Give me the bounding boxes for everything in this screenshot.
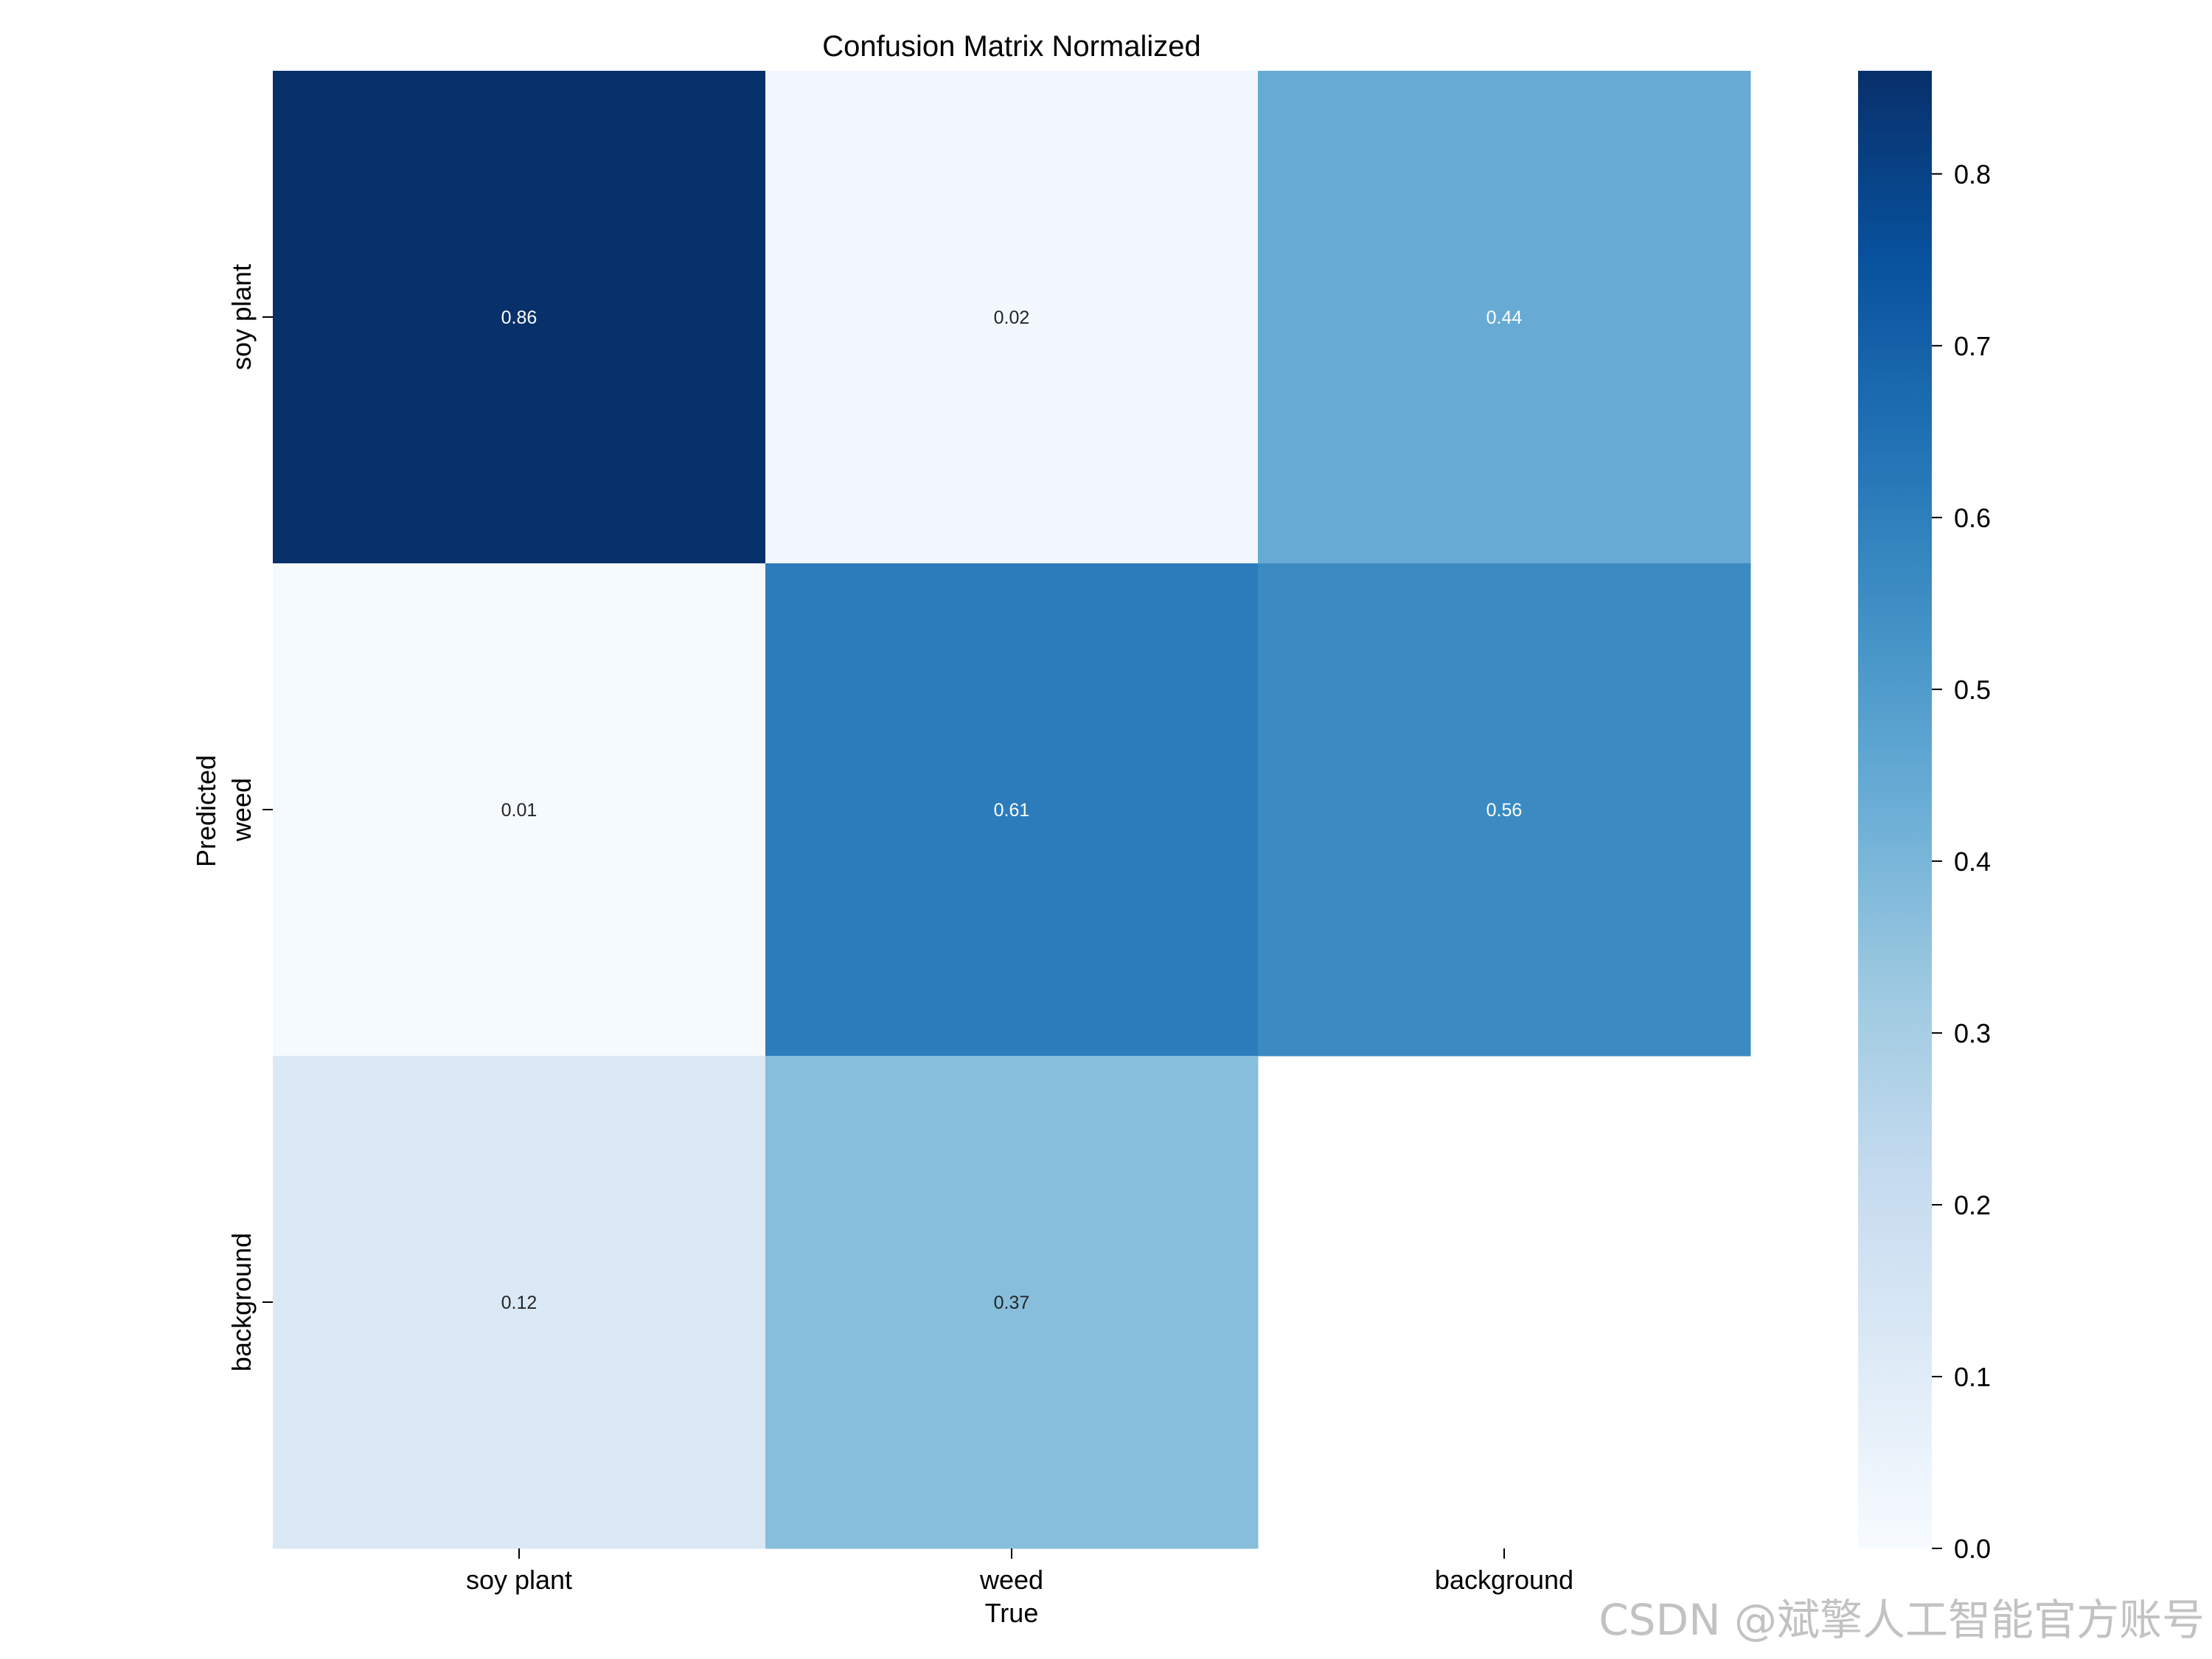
heatmap-cell-r0-c0 [273,71,766,564]
heatmap-cell-r1-c2 [1258,563,1751,1057]
heatmap-cell-r2-c1 [765,1056,1259,1549]
cell-value-label: 0.56 [1486,800,1523,821]
colorbar-tick-label: 0.6 [1954,503,1991,533]
heatmap-cell-r1-c0 [273,563,766,1057]
colorbar-tick-label: 0.7 [1954,331,1991,361]
heatmap-cell-r0-c2 [1258,71,1751,564]
colorbar-tick-label: 0.3 [1954,1018,1991,1048]
colorbar-tick-label: 0.5 [1954,675,1991,705]
watermark: CSDN @斌擎人工智能官方账号 [1599,1595,2205,1645]
cell-value-label: 0.37 [994,1293,1030,1313]
chart-title: Confusion Matrix Normalized [822,30,1201,63]
colorbar-tick-label: 0.2 [1954,1190,1991,1220]
cell-value-label: 0.01 [501,800,538,821]
cell-value-label: 0.12 [501,1293,538,1313]
colorbar-tick-label: 0.0 [1954,1534,1991,1564]
x-tick-label: soy plant [466,1565,572,1595]
heatmap-value-labels: 0.86 0.02 0.44 0.01 0.61 0.56 0.12 0.37 [501,307,1523,1313]
heatmap-cell-r2-c0 [273,1056,766,1549]
x-tick-label: weed [979,1565,1043,1595]
colorbar-tick-label: 0.1 [1954,1362,1991,1392]
colorbar: 0.0 0.1 0.2 0.3 0.4 0.5 0.6 0.7 0.8 [1858,71,1991,1564]
cell-value-label: 0.44 [1486,307,1523,328]
colorbar-tick-label: 0.4 [1954,846,1991,877]
y-tick-label: soy plant [226,264,257,370]
cell-value-label: 0.86 [501,307,538,328]
cell-value-label: 0.61 [994,800,1030,821]
y-axis-label: Predicted [191,755,221,867]
y-axis: soy plant weed background [226,264,273,1371]
heatmap-cell-r1-c1 [765,563,1259,1057]
y-tick-label: weed [226,778,257,842]
x-axis-label: True [985,1598,1039,1628]
colorbar-gradient [1858,71,1932,1548]
heatmap-cells [273,71,1751,1549]
y-tick-label: background [226,1233,257,1371]
x-tick-label: background [1435,1565,1573,1595]
heatmap-cell-r0-c1 [765,71,1259,564]
cell-value-label: 0.02 [994,307,1030,328]
x-axis: soy plant weed background [466,1548,1573,1595]
colorbar-tick-label: 0.8 [1954,159,1991,189]
